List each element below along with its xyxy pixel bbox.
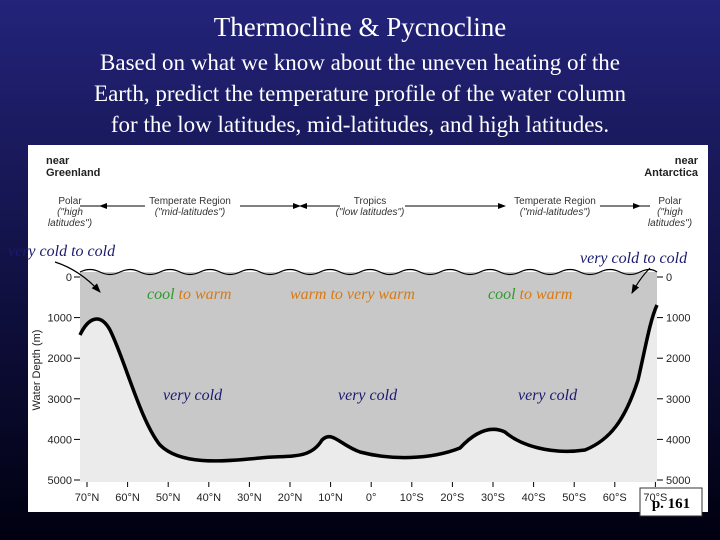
latitude-label: 10°N bbox=[318, 492, 343, 504]
depth-label-right: 5000 bbox=[666, 475, 690, 487]
latitude-label: 50°S bbox=[562, 492, 586, 504]
annotation-part: very cold bbox=[518, 387, 578, 404]
depth-label-left: 0 bbox=[66, 272, 72, 284]
annotation: cool to warm bbox=[147, 286, 231, 303]
region-name: Tropics bbox=[354, 196, 386, 207]
depth-label-right: 2000 bbox=[666, 353, 690, 365]
page-ref: p. 161 bbox=[652, 496, 690, 512]
region-sub: latitudes") bbox=[648, 218, 692, 229]
depth-label-left: 3000 bbox=[48, 394, 72, 406]
region-sub: ("high bbox=[57, 207, 83, 218]
latitude-label: 40°N bbox=[197, 492, 222, 504]
annotation-part: very cold to cold bbox=[8, 243, 116, 260]
subtitle-line: Earth, predict the temperature profile o… bbox=[94, 81, 626, 106]
region-name: Temperate Region bbox=[514, 196, 596, 207]
latitude-label: 70°S bbox=[643, 492, 667, 504]
annotation: cool to warm bbox=[488, 286, 572, 303]
region-sub: ("high bbox=[657, 207, 683, 218]
region-name: Temperate Region bbox=[149, 196, 231, 207]
annotation: warm to very warm bbox=[290, 286, 415, 303]
region-sub: ("low latitudes") bbox=[336, 207, 405, 218]
annotation-part: to warm bbox=[516, 286, 573, 303]
latitude-label: 50°N bbox=[156, 492, 181, 504]
region-name: Polar bbox=[58, 196, 82, 207]
subtitle-line: for the low latitudes, mid-latitudes, an… bbox=[111, 112, 609, 137]
annotation-part: very cold bbox=[163, 387, 223, 404]
depth-label-right: 0 bbox=[666, 272, 672, 284]
pointer-lines bbox=[54, 261, 651, 295]
seafloor bbox=[78, 304, 659, 463]
depth-label-left: 4000 bbox=[48, 434, 72, 446]
left-label: near bbox=[46, 155, 70, 167]
left-label: Greenland bbox=[46, 167, 100, 179]
region-sub: ("mid-latitudes") bbox=[520, 207, 590, 218]
depth-label-left: 1000 bbox=[48, 313, 72, 325]
latitude-label: 60°S bbox=[603, 492, 627, 504]
region-sub: ("mid-latitudes") bbox=[155, 207, 225, 218]
annotation: very cold bbox=[338, 387, 398, 404]
annotation-part: very cold bbox=[338, 387, 398, 404]
latitude-label: 70°N bbox=[75, 492, 100, 504]
depth-axis-label: Water Depth (m) bbox=[31, 330, 43, 411]
region-sub: latitudes") bbox=[48, 218, 92, 229]
latitude-label: 30°S bbox=[481, 492, 505, 504]
depth-label-left: 2000 bbox=[48, 353, 72, 365]
depth-label-right: 1000 bbox=[666, 313, 690, 325]
annotation-part: very cold to cold bbox=[580, 250, 688, 267]
annotation: very cold to cold bbox=[8, 243, 116, 260]
latitude-label: 0° bbox=[366, 492, 377, 504]
page-ref-box bbox=[639, 487, 703, 517]
latitude-label: 10°S bbox=[400, 492, 424, 504]
annotation-part: cool bbox=[147, 286, 175, 303]
latitude-label: 30°N bbox=[237, 492, 262, 504]
latitude-label: 60°N bbox=[115, 492, 140, 504]
region-name: Polar bbox=[658, 196, 682, 207]
right-label: Antarctica bbox=[644, 167, 699, 179]
subtitle-line: Based on what we know about the uneven h… bbox=[100, 50, 620, 75]
annotation: very cold bbox=[163, 387, 223, 404]
water bbox=[80, 272, 657, 482]
latitude-label: 20°S bbox=[440, 492, 464, 504]
annotation-part: to warm bbox=[175, 286, 232, 303]
annotation: very cold to cold bbox=[580, 250, 688, 267]
depth-label-right: 4000 bbox=[666, 434, 690, 446]
annotation-part: warm to very warm bbox=[290, 286, 415, 303]
depth-label-right: 3000 bbox=[666, 394, 690, 406]
title: Thermocline & Pycnocline bbox=[214, 12, 506, 42]
latitude-label: 40°S bbox=[522, 492, 546, 504]
depth-label-left: 5000 bbox=[48, 475, 72, 487]
right-label: near bbox=[675, 155, 699, 167]
annotation: very cold bbox=[518, 387, 578, 404]
latitude-label: 20°N bbox=[278, 492, 303, 504]
sea-surface bbox=[79, 268, 658, 276]
annotation-part: cool bbox=[488, 286, 516, 303]
